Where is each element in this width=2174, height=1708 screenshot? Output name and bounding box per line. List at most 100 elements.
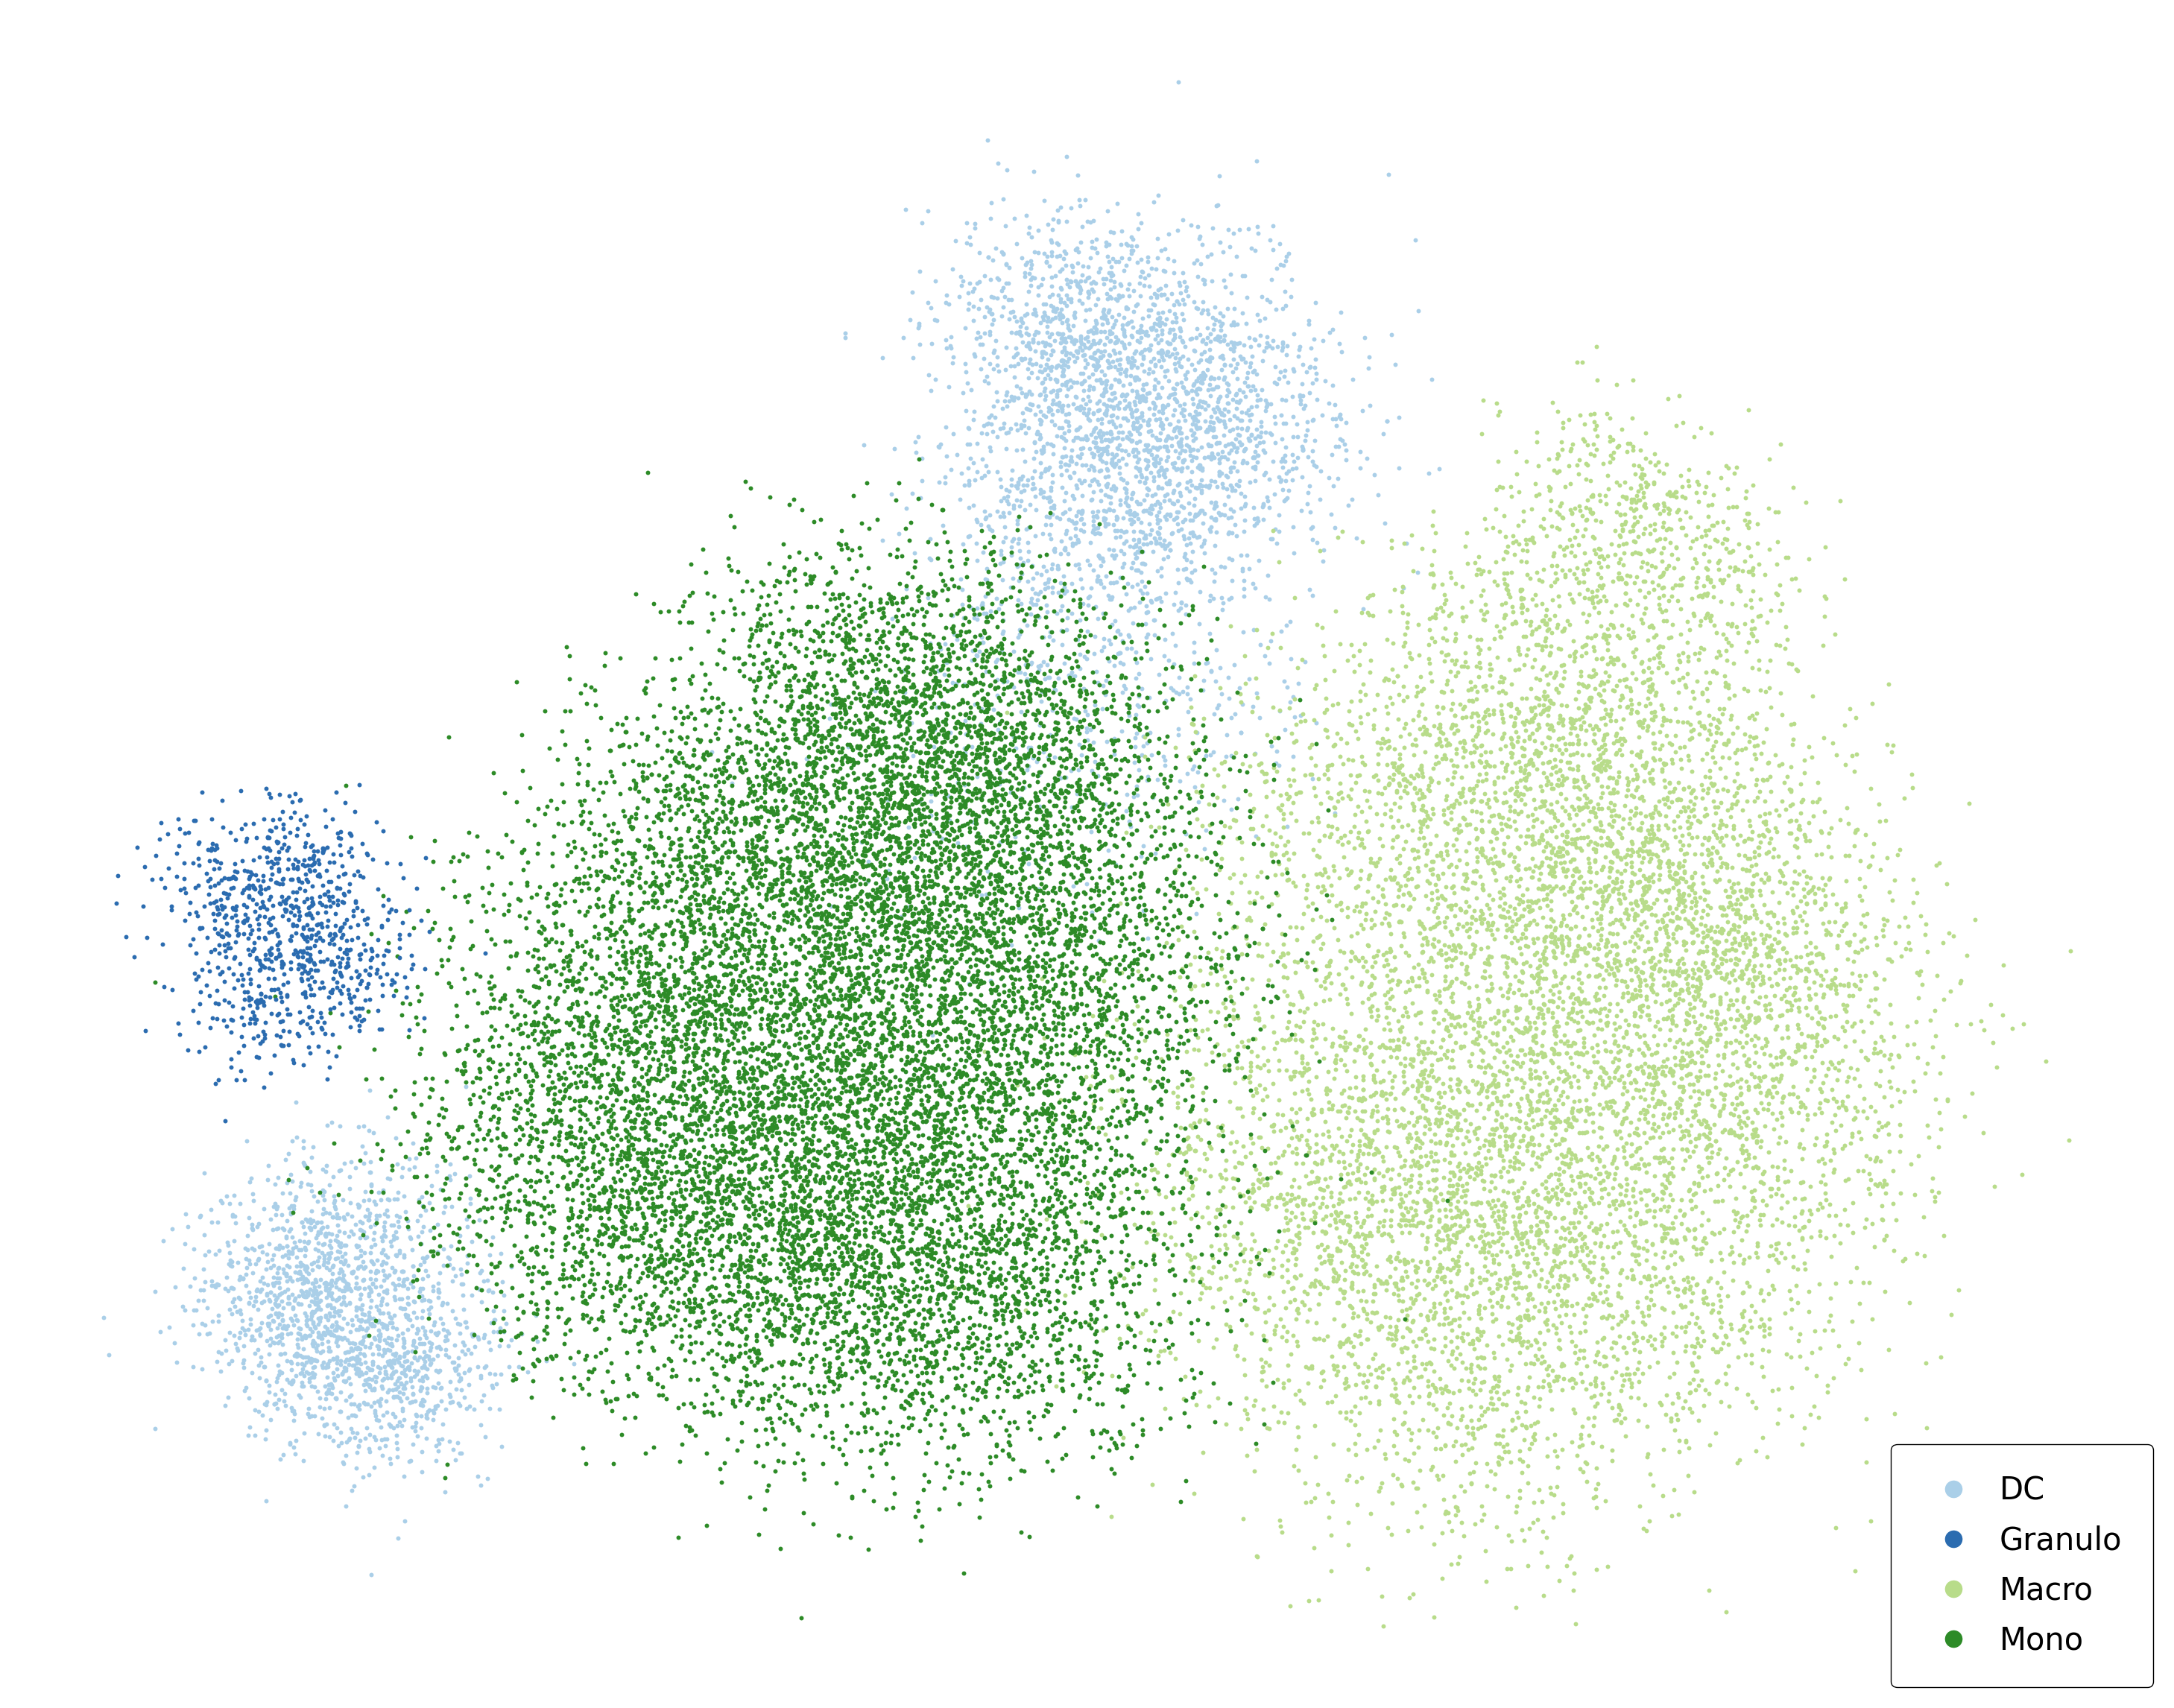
DC (1011, 277, 1046, 304)
Mono (913, 716, 948, 743)
Macro (1609, 974, 1644, 1001)
Mono (765, 1013, 800, 1040)
Mono (811, 608, 846, 635)
Mono (894, 1187, 928, 1214)
Mono (544, 1365, 578, 1392)
Mono (748, 647, 783, 675)
Macro (1178, 806, 1213, 834)
Mono (911, 1329, 946, 1356)
Macro (1324, 1023, 1359, 1050)
Mono (717, 893, 752, 921)
Macro (1461, 1225, 1496, 1252)
DC (1259, 529, 1294, 557)
DC (1050, 367, 1085, 395)
Mono (554, 876, 589, 904)
DC (1191, 376, 1226, 403)
Macro (1591, 1201, 1626, 1228)
DC (1185, 454, 1220, 482)
Mono (1074, 1443, 1109, 1471)
DC (1124, 579, 1159, 606)
Mono (1000, 550, 1035, 577)
Mono (724, 1146, 759, 1173)
DC (380, 1348, 415, 1375)
Mono (435, 926, 470, 953)
Mono (1022, 798, 1057, 825)
Macro (1841, 1329, 1876, 1356)
DC (1133, 499, 1167, 526)
Mono (502, 1177, 537, 1204)
Macro (1389, 1249, 1424, 1276)
Mono (800, 914, 835, 941)
Mono (972, 1320, 1007, 1348)
Mono (741, 1115, 776, 1143)
Mono (907, 1030, 941, 1057)
Macro (1398, 972, 1433, 999)
Macro (1204, 1173, 1239, 1201)
Mono (974, 979, 1009, 1006)
Mono (711, 1027, 746, 1054)
Granulo (243, 880, 278, 907)
DC (330, 1325, 365, 1353)
Macro (1489, 1220, 1524, 1247)
Macro (1398, 873, 1433, 900)
Macro (1607, 540, 1641, 567)
Macro (1694, 914, 1728, 941)
Mono (957, 666, 991, 693)
Mono (963, 892, 998, 919)
DC (1080, 352, 1115, 379)
Mono (741, 1182, 776, 1209)
Granulo (315, 883, 350, 910)
Macro (1380, 1138, 1415, 1165)
Mono (767, 1085, 802, 1112)
Mono (978, 1283, 1013, 1310)
Macro (1574, 997, 1609, 1025)
Mono (820, 1261, 854, 1288)
Macro (1472, 951, 1507, 979)
Mono (737, 1124, 772, 1151)
Macro (1722, 774, 1757, 801)
Mono (867, 1189, 902, 1216)
Mono (1013, 1021, 1048, 1049)
Mono (898, 1163, 933, 1190)
DC (367, 1325, 402, 1353)
Macro (1757, 1115, 1791, 1143)
Mono (1017, 608, 1052, 635)
Macro (1702, 989, 1737, 1016)
Macro (1694, 895, 1728, 922)
Mono (757, 1047, 791, 1074)
Mono (796, 847, 830, 874)
Mono (1176, 1365, 1211, 1392)
Mono (744, 997, 778, 1025)
DC (1198, 635, 1233, 663)
Mono (726, 1064, 761, 1091)
Mono (885, 774, 920, 801)
Macro (1404, 1221, 1439, 1249)
DC (328, 1339, 363, 1366)
Mono (802, 644, 837, 671)
Mono (594, 897, 628, 924)
Macro (1248, 1261, 1283, 1288)
Macro (1580, 1329, 1615, 1356)
DC (1250, 323, 1285, 350)
Macro (1687, 989, 1722, 1016)
Macro (1713, 1172, 1748, 1199)
Macro (1165, 1385, 1200, 1413)
DC (1150, 447, 1185, 475)
Mono (702, 1105, 737, 1132)
Mono (763, 880, 798, 907)
DC (1017, 295, 1052, 323)
Macro (1733, 931, 1767, 958)
DC (1237, 506, 1272, 533)
Mono (637, 888, 672, 915)
Granulo (343, 1008, 378, 1035)
Mono (826, 1225, 861, 1252)
Mono (648, 861, 683, 888)
Mono (978, 1286, 1013, 1313)
Macro (1174, 1066, 1209, 1093)
Macro (1459, 835, 1494, 863)
Mono (809, 753, 844, 781)
Mono (500, 1015, 535, 1042)
Mono (604, 1220, 639, 1247)
Mono (800, 919, 835, 946)
Macro (1837, 938, 1872, 965)
